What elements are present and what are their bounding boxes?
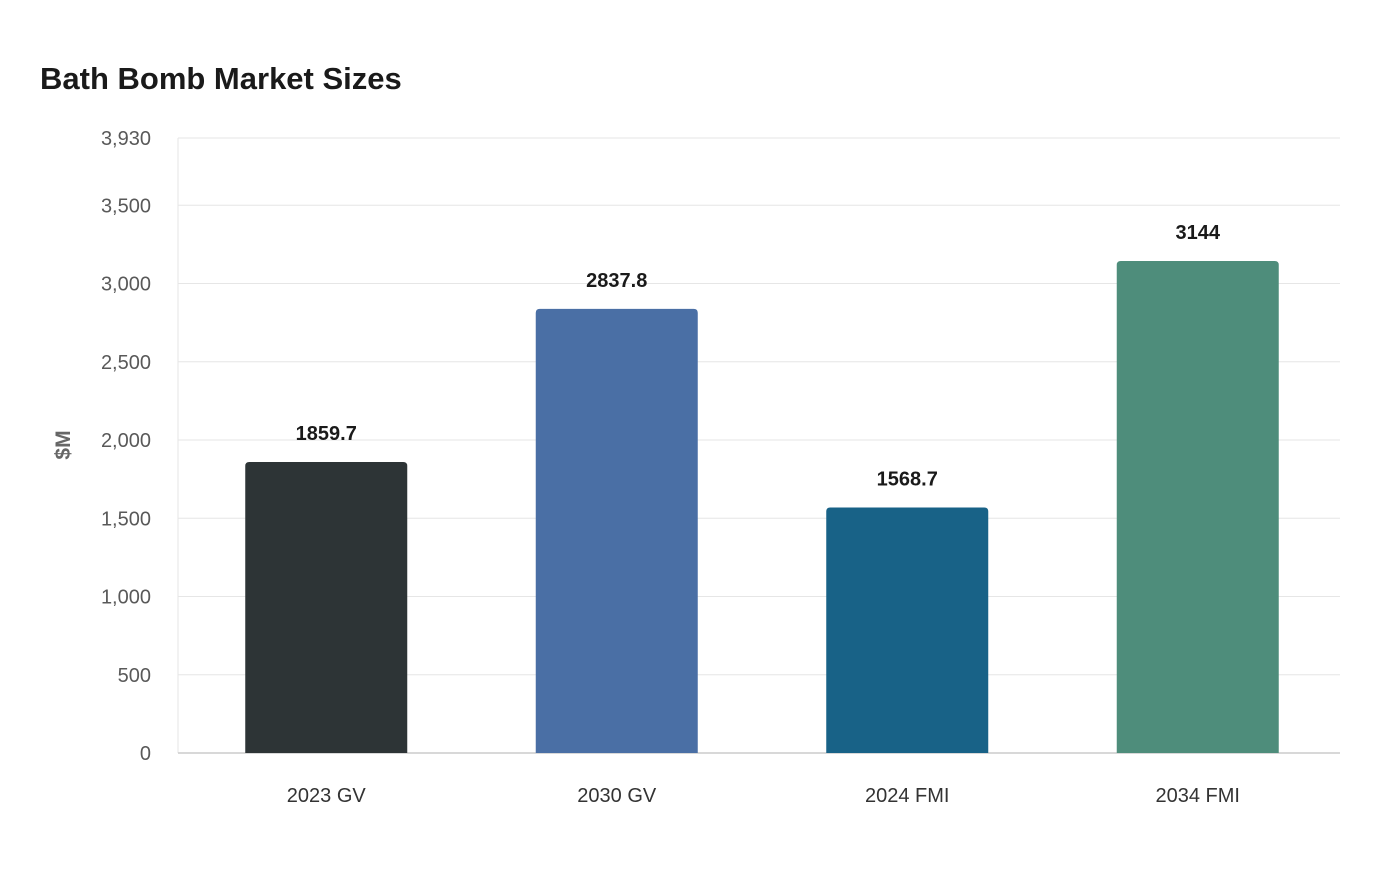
- y-tick-label: 2,000: [101, 430, 151, 452]
- y-tick-label: 2,500: [101, 352, 151, 374]
- x-category-label: 2034 FMI: [1156, 785, 1240, 807]
- bar-2023-gv: [245, 461, 408, 753]
- chart-title: Bath Bomb Market Sizes: [40, 61, 402, 96]
- y-axis-ticks: 0 500 1,000 1,500 2,000 2,500 3,000 3,500 3,930: [101, 128, 151, 765]
- x-category-label: 2030 GV: [577, 785, 657, 807]
- x-category-label: 2023 GV: [287, 785, 367, 807]
- y-tick-label: 1,500: [101, 508, 151, 530]
- x-axis-categories: 2023 GV 2030 GV 2024 FMI 2034 FMI: [287, 785, 1240, 807]
- bar-2034-fmi: [1116, 261, 1279, 753]
- y-tick-label: 3,000: [101, 274, 151, 296]
- bar-2030-gv: [535, 308, 698, 753]
- data-labels: 1859.7 2837.8 1568.7 3144: [296, 222, 1221, 491]
- y-tick-label: 0: [140, 743, 151, 765]
- y-tick-label: 500: [118, 665, 151, 687]
- bar-2024-fmi: [826, 507, 989, 753]
- data-label: 1568.7: [877, 469, 938, 491]
- y-tick-label: 3,500: [101, 195, 151, 217]
- y-tick-label: 1,000: [101, 587, 151, 609]
- x-category-label: 2024 FMI: [865, 785, 949, 807]
- y-axis-title: $M: [52, 430, 75, 459]
- y-tick-label: 3,930: [101, 128, 151, 150]
- data-label: 1859.7: [296, 423, 357, 445]
- data-label: 3144: [1176, 222, 1221, 244]
- data-label: 2837.8: [586, 270, 647, 292]
- bars: [245, 261, 1279, 753]
